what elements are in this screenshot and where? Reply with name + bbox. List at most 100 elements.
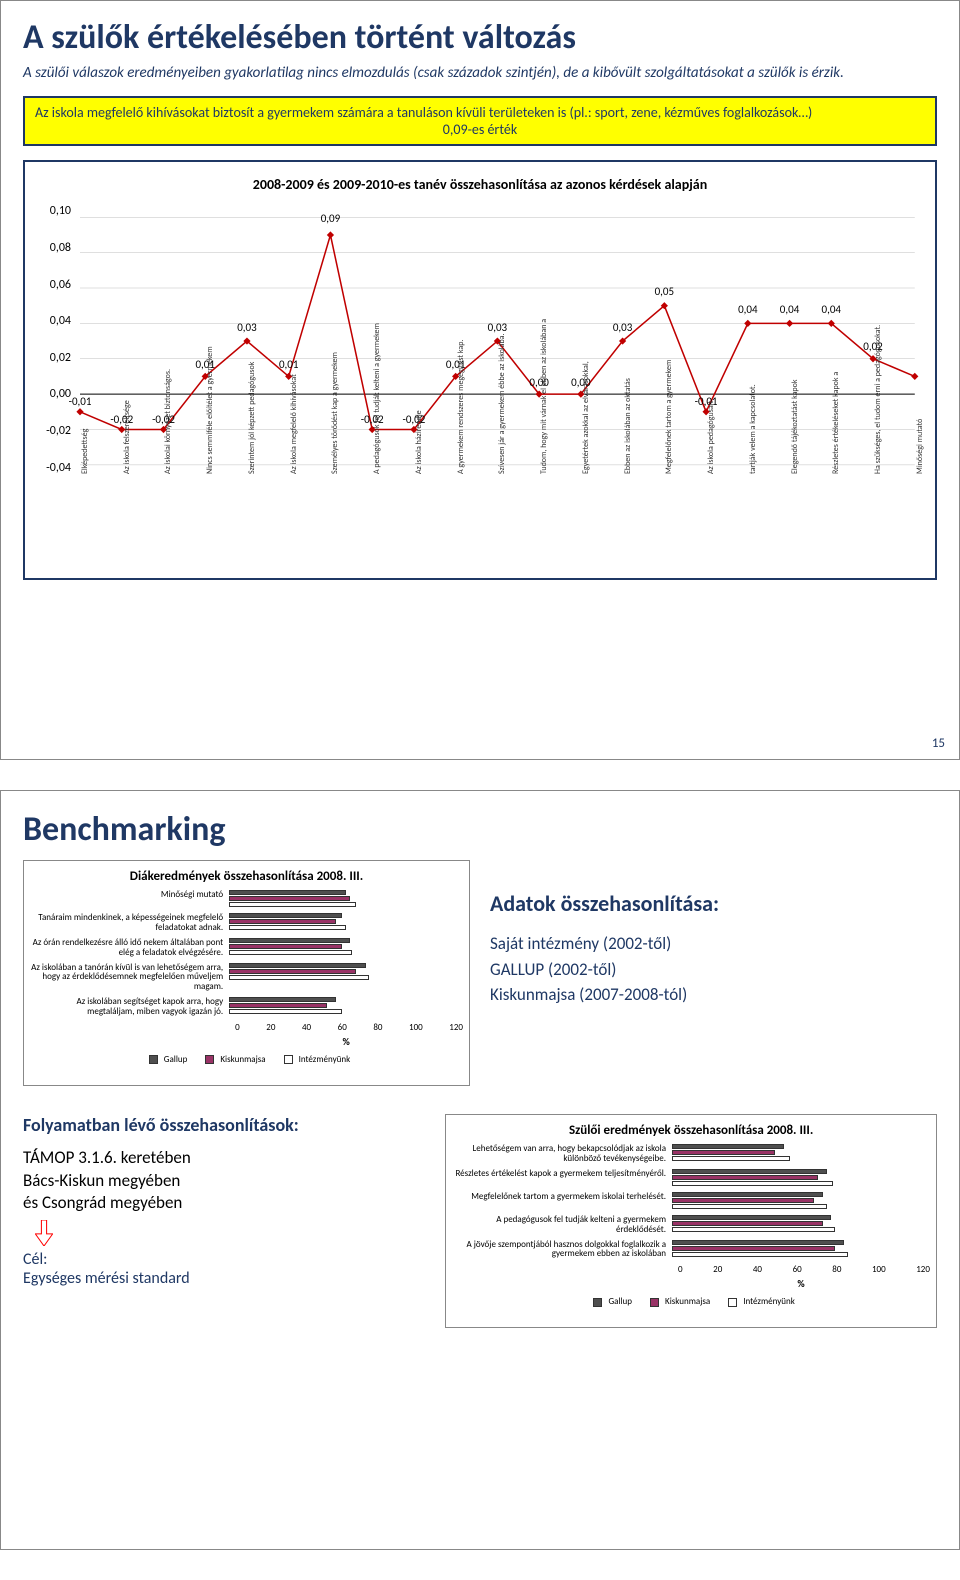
hbar-bar: [229, 950, 352, 955]
x-label: tartják velem a kapcsolatot.: [748, 384, 758, 474]
y-tick: -0,04: [35, 461, 71, 475]
flow-title: Folyamatban lévő összehasonlítások:: [23, 1114, 425, 1137]
point-label: 0,03: [613, 321, 632, 334]
x-label: Minőségi mutató: [915, 419, 925, 474]
hbar-bar: [672, 1227, 835, 1232]
x-label: Személyes törődést kap a gyermekem: [330, 352, 340, 474]
x-label: Az iskola házirendje: [414, 410, 424, 474]
line-chart: -0,04-0,020,000,020,040,060,080,10-0,01-…: [35, 203, 925, 563]
hbar-bar: [672, 1150, 775, 1155]
y-tick: 0,04: [35, 314, 71, 328]
hbar-bar: [229, 919, 336, 924]
x-label: Az iskolai környezet biztonságos.: [163, 369, 173, 474]
highlight-value: 0,09-es érték: [35, 121, 925, 138]
line-chart-title: 2008-2009 és 2009-2010-es tanév összehas…: [35, 176, 925, 193]
hbar-bars: [229, 913, 463, 931]
x-label: Elképedettség: [80, 429, 90, 474]
x-tick: 100: [409, 1022, 423, 1033]
hbar-label: Részletes értékelést kapok a gyermekem t…: [452, 1169, 672, 1179]
hbar-bar: [229, 890, 346, 895]
x-tick: 20: [266, 1022, 275, 1033]
point-label: 0,03: [488, 321, 507, 334]
hbar-label: Lehetőségem van arra, hogy bekapcsolódja…: [452, 1144, 672, 1164]
hbar-label: Tanáraim mindenkinek, a képességeinek me…: [30, 913, 229, 933]
slide-2: Benchmarking Diákeredmények összehasonlí…: [0, 790, 960, 1550]
arrow-down-icon: [35, 1220, 53, 1246]
x-label: Az iskola pedagógusait: [706, 401, 716, 474]
y-tick: 0,10: [35, 204, 71, 218]
x-tick: 80: [832, 1264, 841, 1275]
diak-legend: GallupKiskunmajsaIntézményünk: [30, 1054, 463, 1065]
point-label: 0,04: [738, 303, 757, 316]
flow-line-2: Bács-Kiskun megyében: [23, 1170, 425, 1192]
hbar-bar: [672, 1175, 818, 1180]
point-label: 0,04: [780, 303, 799, 316]
comp-item-0: Saját intézmény (2002-től): [490, 931, 937, 957]
hbar-bar: [672, 1221, 822, 1226]
flow-line-1: TÁMOP 3.1.6. keretében: [23, 1147, 425, 1169]
hbar-bar: [672, 1215, 831, 1220]
page-number: 15: [932, 736, 945, 751]
hbar-bars: [672, 1192, 930, 1210]
x-label: Részletes értékeléseket kapok a: [831, 372, 841, 474]
hbar-bar: [229, 902, 356, 907]
point-label: 0,03: [237, 321, 256, 334]
highlight-box: Az iskola megfelelő kihívásokat biztosít…: [23, 96, 937, 146]
hbar-row: A pedagógusok fel tudják kelteni a gyerm…: [452, 1215, 930, 1235]
point-label: 0,09: [321, 211, 340, 224]
hbar-row: Az iskolában a tanórán kívül is van lehe…: [30, 963, 463, 993]
goal-label: Cél:: [23, 1250, 47, 1269]
x-label: Szerintem jól képzett pedagógusok: [247, 362, 257, 474]
diak-xlabel: %: [229, 1035, 463, 1048]
comparison-list: Saját intézmény (2002-től) GALLUP (2002-…: [490, 931, 937, 1008]
hbar-bar: [229, 896, 350, 901]
line-chart-frame: 2008-2009 és 2009-2010-es tanév összehas…: [23, 160, 937, 580]
x-label: Nincs semmiféle előítélet a gyermekem: [205, 346, 215, 474]
hbar-bar: [229, 997, 336, 1002]
hbar-bars: [672, 1215, 930, 1233]
diak-chart: Diákeredmények összehasonlítása 2008. II…: [23, 860, 470, 1086]
hbar-bar: [229, 938, 350, 943]
hbar-bar: [672, 1192, 822, 1197]
hbar-label: Az iskolában a tanórán kívül is van lehe…: [30, 963, 229, 993]
hbar-bar: [672, 1252, 848, 1257]
hbar-bar: [229, 925, 346, 930]
x-label: Az iskola felszereltsége: [122, 400, 132, 474]
x-label: A gyermekem rendszeres megegítést kap.: [456, 340, 466, 474]
flow-body: TÁMOP 3.1.6. keretében Bács-Kiskun megyé…: [23, 1147, 425, 1213]
x-label: Megfelelőnek tartom a gyermekem: [664, 360, 674, 474]
slide-1: A szülők értékelésében történt változás …: [0, 0, 960, 760]
x-label: Tudom, hogy mit várnak el ebben az iskol…: [539, 319, 549, 474]
hbar-bar: [672, 1181, 833, 1186]
x-tick: 0: [235, 1022, 240, 1033]
point-label: -0,01: [69, 394, 92, 407]
x-label: Ebben az iskolában az oktatás: [623, 378, 633, 474]
legend-item: Kiskunmajsa: [644, 1296, 710, 1307]
diak-chart-title: Diákeredmények összehasonlítása 2008. II…: [30, 869, 463, 884]
comparison-title: Adatok összehasonlítása:: [490, 890, 937, 917]
y-tick: 0,02: [35, 351, 71, 365]
point-label: 0,05: [655, 285, 674, 298]
y-tick: 0,00: [35, 387, 71, 401]
slide2-title: Benchmarking: [23, 809, 937, 850]
y-tick: -0,02: [35, 424, 71, 438]
x-label: Elegendő tájékoztatást kapok: [790, 379, 800, 473]
legend-item: Intézményünk: [722, 1296, 795, 1307]
hbar-row: Megfelelőnek tartom a gyermekem iskolai …: [452, 1192, 930, 1210]
hbar-bars: [229, 938, 463, 956]
goal-text: Egységes mérési standard: [23, 1269, 190, 1288]
x-tick: 20: [713, 1264, 722, 1275]
hbar-bar: [229, 913, 342, 918]
hbar-bar: [672, 1169, 827, 1174]
x-tick: 120: [449, 1022, 463, 1033]
point-label: 0,01: [279, 358, 298, 371]
hbar-bar: [672, 1204, 827, 1209]
hbar-bar: [229, 1009, 342, 1014]
hbar-bars: [672, 1240, 930, 1258]
szuloi-chart: Szülői eredmények összehasonlítása 2008.…: [445, 1114, 937, 1328]
hbar-bar: [229, 963, 365, 968]
szuloi-legend: GallupKiskunmajsaIntézményünk: [452, 1296, 930, 1307]
x-tick: 80: [373, 1022, 382, 1033]
slide1-subtitle: A szülői válaszok eredményeiben gyakorla…: [23, 64, 937, 84]
legend-item: Kiskunmajsa: [199, 1054, 265, 1065]
